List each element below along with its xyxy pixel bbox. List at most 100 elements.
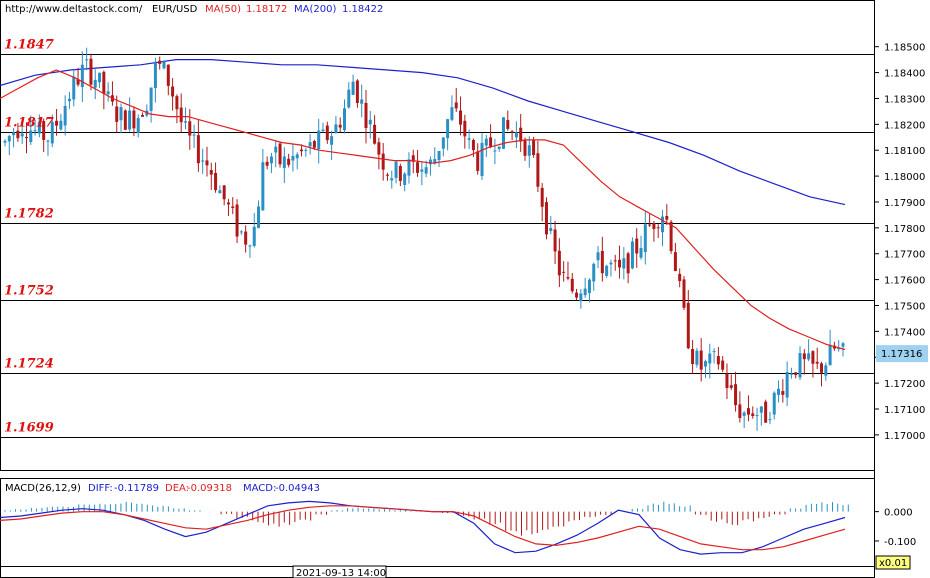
candle-63 [274, 140, 278, 168]
candle-body [338, 124, 342, 128]
candle-45 [196, 120, 200, 172]
candle-91 [394, 160, 398, 184]
candle-body [201, 160, 205, 162]
candle-body [798, 353, 802, 378]
price-tick-label-13: 1.17200 [884, 379, 925, 390]
candle-body [196, 135, 200, 164]
candle-12 [55, 109, 59, 136]
ma50-value: 1.18172 [246, 4, 287, 15]
candle-191 [824, 362, 828, 381]
candle-body [446, 119, 450, 139]
candle-152 [656, 224, 660, 238]
candle-146 [630, 237, 634, 270]
candle-186 [802, 349, 806, 375]
candle-106 [459, 96, 463, 136]
candle-body [463, 120, 467, 137]
candle-body [351, 81, 355, 95]
candle-178 [768, 411, 772, 425]
candle-body [403, 173, 407, 185]
candle-body [725, 373, 729, 389]
candle-body [532, 140, 536, 156]
candle-body [820, 363, 824, 373]
candle-body [93, 79, 97, 88]
candle-body [368, 119, 372, 125]
candle-27 [119, 103, 123, 134]
candle-24 [106, 82, 110, 102]
candle-body [570, 278, 574, 292]
candle-16 [72, 69, 76, 107]
candle-body [691, 349, 695, 365]
candle-body [149, 87, 153, 111]
candle-body [686, 302, 690, 349]
candle-body [566, 277, 570, 279]
candle-body [287, 158, 291, 165]
candle-144 [622, 247, 626, 280]
candle-body [661, 216, 665, 233]
candle-173 [746, 395, 750, 422]
price-tick-label-0: 1.18500 [884, 43, 925, 54]
price-tick-label-4: 1.18100 [884, 146, 925, 157]
candle-body [673, 252, 677, 272]
candle-70 [304, 147, 308, 157]
candle-body [373, 124, 377, 144]
candle-17 [76, 67, 80, 87]
candle-body [355, 80, 359, 104]
candle-14 [63, 95, 67, 136]
candle-103 [446, 118, 450, 151]
candle-body [420, 169, 424, 172]
candle-body [489, 137, 493, 147]
candle-56 [244, 225, 248, 253]
ma200-line [0, 58, 846, 206]
zoom-indicator[interactable]: x0.01 [875, 555, 911, 570]
candle-body [630, 241, 634, 269]
candle-65 [282, 147, 286, 184]
level-label-1: 1.1817 [4, 116, 54, 131]
candle-body [321, 129, 325, 132]
candle-body [811, 351, 815, 364]
candle-73 [317, 118, 321, 164]
candle-body [794, 372, 798, 376]
candle-93 [403, 172, 407, 192]
candle-body [166, 64, 170, 86]
candle-171 [738, 391, 742, 423]
level-label-2: 1.1782 [4, 207, 54, 222]
candle-154 [665, 204, 669, 226]
candle-49 [214, 162, 218, 193]
candle-68 [295, 152, 299, 170]
candle-body [562, 271, 566, 273]
candle-body [3, 140, 7, 143]
candle-181 [781, 379, 785, 403]
candle-body [527, 145, 531, 156]
candle-body [244, 231, 248, 245]
candle-body [484, 138, 488, 146]
candle-187 [807, 339, 811, 362]
candle-body [605, 265, 609, 276]
candle-41 [179, 93, 183, 133]
candle-101 [437, 150, 441, 168]
candle-body [742, 412, 746, 416]
candle-58 [252, 212, 256, 248]
candle-135 [583, 277, 587, 298]
candle-body [63, 105, 67, 126]
candle-body [639, 248, 643, 258]
candle-19 [85, 47, 89, 71]
candle-body [476, 151, 480, 171]
candle-body [613, 260, 617, 262]
candle-body [55, 120, 59, 126]
candle-99 [428, 156, 432, 176]
candle-body [20, 133, 24, 137]
candle-body [37, 121, 41, 134]
candle-77 [334, 116, 338, 134]
candle-52 [226, 198, 230, 216]
candle-body [278, 143, 282, 165]
candle-body [648, 224, 652, 226]
candle-100 [433, 147, 437, 165]
candle-body [192, 134, 196, 136]
candle-body [635, 238, 639, 254]
candle-body [497, 146, 501, 149]
candle-160 [691, 340, 695, 374]
candle-6 [29, 115, 33, 145]
candle-62 [269, 152, 273, 174]
candle-body [304, 149, 308, 151]
price-tick-label-2: 1.18300 [884, 94, 925, 105]
